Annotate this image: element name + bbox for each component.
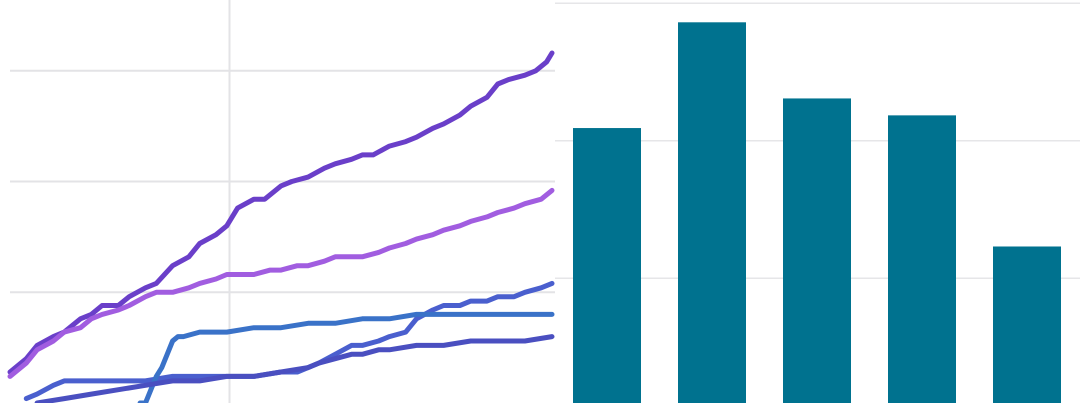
bar-4: [888, 115, 956, 403]
bar-3: [783, 98, 851, 403]
bar-5: [993, 246, 1061, 403]
line-series-1: [7, 50, 555, 375]
bar-2: [678, 22, 746, 403]
line-series-4: [137, 311, 555, 403]
bar-chart: [555, 2, 1080, 403]
line-chart: [7, 0, 555, 403]
bar-chart-panel: [555, 0, 1080, 403]
bar-1: [573, 128, 641, 403]
line-series-2: [7, 187, 555, 379]
line-series-3: [23, 280, 555, 402]
line-chart-panel: [7, 0, 555, 403]
line-series-5: [34, 334, 555, 403]
